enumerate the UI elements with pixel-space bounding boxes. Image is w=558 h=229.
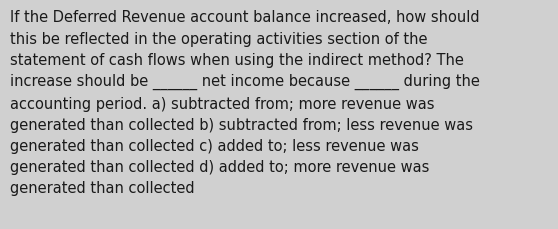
Text: If the Deferred Revenue account balance increased, how should
this be reflected : If the Deferred Revenue account balance … [10, 10, 480, 196]
